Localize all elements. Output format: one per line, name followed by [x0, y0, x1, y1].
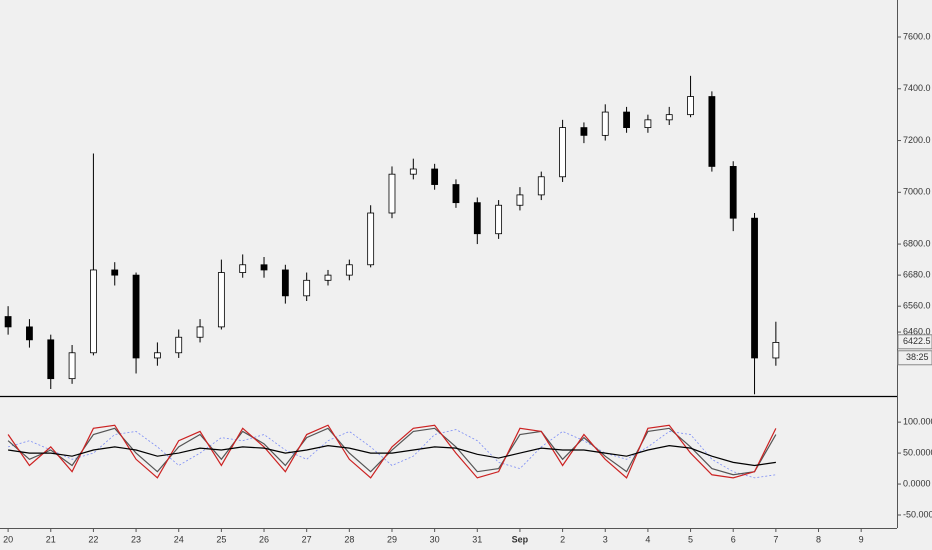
y-tick-label: 6460.0	[903, 326, 931, 336]
x-tick-label: 5	[688, 534, 693, 544]
x-tick-label: 20	[3, 534, 13, 544]
y-tick-label: 100.0000	[903, 417, 932, 427]
candle-body	[665, 114, 673, 121]
candle-body	[559, 127, 566, 178]
x-tick-label: 24	[174, 534, 184, 544]
candle-body	[90, 269, 97, 354]
x-tick-label: 28	[344, 534, 354, 544]
candle-body	[452, 184, 460, 204]
x-tick-label: 30	[430, 534, 440, 544]
x-tick-label: 21	[46, 534, 56, 544]
last-price-box	[897, 334, 932, 350]
last-price-label: 6422.5	[903, 336, 931, 346]
candle-body	[729, 166, 737, 219]
candle-body	[708, 96, 716, 167]
candle-body	[367, 212, 375, 266]
y-tick-label: 6800.0	[903, 238, 931, 248]
x-tick-label: 7	[773, 534, 778, 544]
x-tick-label: 26	[259, 534, 269, 544]
x-tick-label: 9	[859, 534, 864, 544]
x-tick-label: 29	[387, 534, 397, 544]
candle-body	[772, 342, 780, 359]
indicator-line	[7, 429, 776, 479]
x-tick-label: 3	[603, 534, 608, 544]
countdown-box	[897, 350, 932, 366]
candle-body	[345, 264, 353, 276]
y-tick-label: 0.0000	[903, 478, 931, 488]
x-tick-label: 8	[816, 534, 821, 544]
x-tick-label: 2	[560, 534, 565, 544]
y-tick-label: -50.0000	[903, 509, 932, 519]
candle-body	[260, 264, 268, 271]
candle-body	[580, 127, 588, 136]
x-tick-label: 31	[472, 534, 482, 544]
candle-body	[751, 217, 758, 359]
candle-body	[409, 168, 417, 175]
candle-body	[217, 272, 225, 328]
y-tick-label: 7600.0	[903, 31, 931, 41]
y-tick-label: 7200.0	[903, 135, 931, 145]
candle-body	[537, 176, 545, 196]
countdown: 38:25	[906, 352, 929, 362]
candle-body	[516, 194, 524, 206]
candle-body	[303, 279, 311, 297]
x-tick-label: 23	[131, 534, 141, 544]
x-tick-label: 6	[731, 534, 736, 544]
y-tick-label: 6560.0	[903, 301, 931, 311]
x-tick-label: Sep	[512, 534, 529, 544]
candle-body	[47, 339, 55, 380]
indicator-line	[7, 427, 777, 476]
candle-body	[495, 204, 503, 235]
x-tick-label: 4	[645, 534, 650, 544]
candle-body	[132, 274, 140, 359]
candle-body	[153, 352, 161, 359]
candle-body	[281, 269, 289, 297]
candle-body	[601, 111, 609, 136]
candle-body	[196, 326, 204, 338]
y-tick-label: 50.0000	[903, 447, 932, 457]
x-tick-label: 25	[216, 534, 226, 544]
y-tick-label: 6680.0	[903, 270, 931, 280]
y-tick-label: 7400.0	[903, 83, 931, 93]
candle-body	[111, 269, 119, 276]
x-tick-label: 27	[302, 534, 312, 544]
candle-body	[324, 274, 332, 281]
indicator-line	[8, 445, 776, 467]
candle-body	[388, 173, 396, 214]
candle-body	[431, 168, 439, 185]
candle-body	[473, 202, 481, 235]
candle-body	[26, 326, 33, 341]
candle-body	[239, 264, 247, 273]
candle-body	[644, 119, 652, 129]
x-tick-label: 22	[88, 534, 98, 544]
y-tick-label: 7000.0	[903, 187, 931, 197]
candle-body	[687, 96, 694, 116]
candle-body	[623, 111, 630, 128]
candle-body	[175, 336, 183, 354]
candle-body	[4, 316, 12, 328]
candle-body	[68, 352, 76, 380]
indicator-line	[7, 424, 777, 479]
